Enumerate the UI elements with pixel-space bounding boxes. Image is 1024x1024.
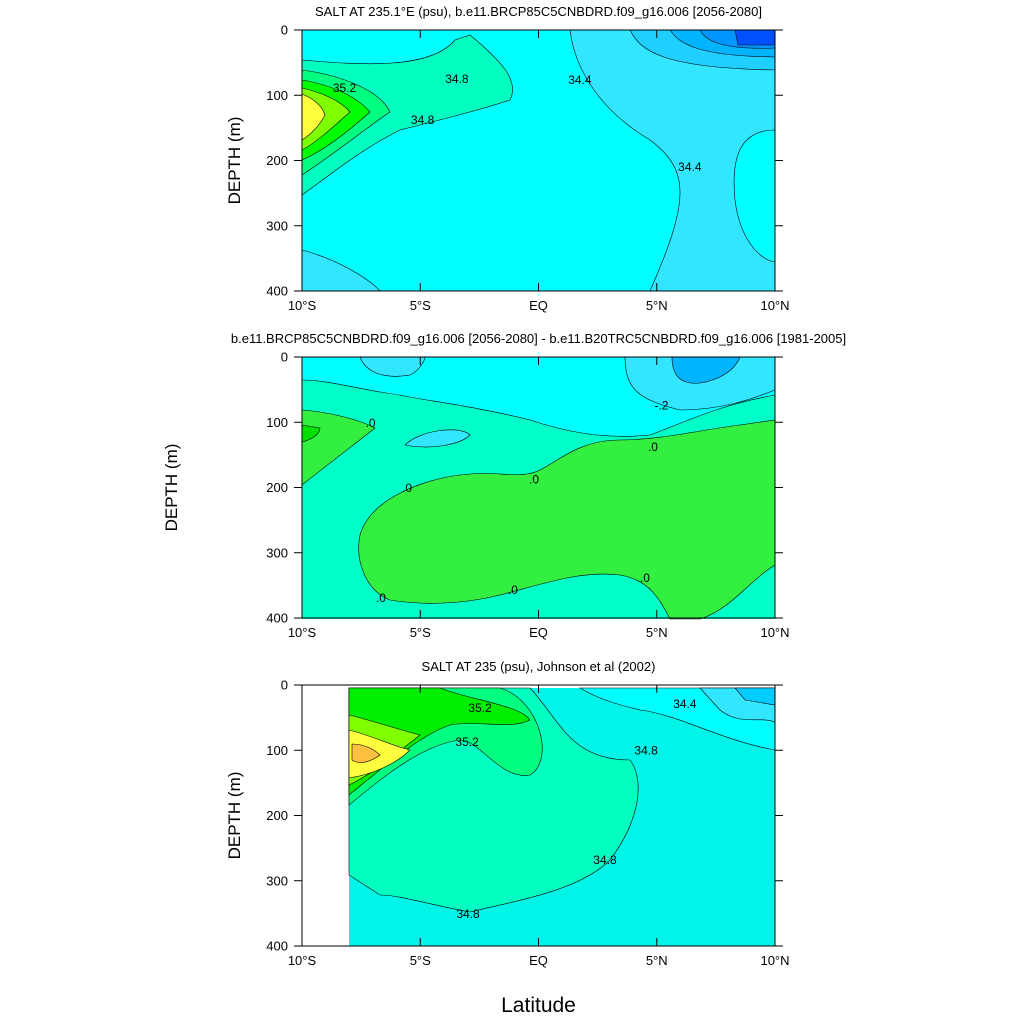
x-tick-label: 10°N: [760, 298, 789, 313]
x-tick-label: EQ: [529, 953, 548, 968]
contour-fill: [404, 429, 471, 448]
contour-fill: [358, 419, 776, 620]
y-axis-label: DEPTH (m): [162, 444, 181, 532]
contour-label: .0: [648, 440, 658, 454]
contour-fill: [359, 356, 426, 377]
contour-fills: [301, 29, 776, 292]
y-axis-label: DEPTH (m): [225, 772, 244, 860]
contour-fill: [734, 29, 776, 46]
contour-fill: [301, 34, 513, 196]
y-tick-label: 300: [266, 873, 288, 888]
x-tick-label: 10°S: [288, 298, 317, 313]
contour-label: .0: [402, 481, 412, 495]
x-tick-label: 10°N: [760, 953, 789, 968]
contour-label: .0: [529, 473, 539, 487]
contour-fill: [351, 743, 381, 763]
contour-fill: [348, 729, 411, 779]
contour-label: -.2: [654, 398, 668, 412]
y-axis-label: DEPTH (m): [225, 117, 244, 205]
x-tick-label: 10°S: [288, 953, 317, 968]
contour-label: .0: [508, 583, 518, 597]
contour-label: 34.4: [568, 73, 592, 87]
x-tick-label: 5°N: [646, 298, 668, 313]
contour-label: 34.8: [411, 113, 435, 127]
contour-fill: [569, 29, 776, 292]
y-tick-label: 100: [266, 743, 288, 758]
contour-label: .0: [640, 571, 650, 585]
x-tick-label: 5°N: [646, 953, 668, 968]
contour-label: .0: [366, 416, 376, 430]
chart-title: b.e11.BRCP85C5CNBDRD.f09_g16.006 [2056-2…: [231, 331, 846, 346]
contour-label: 34.4: [673, 697, 697, 711]
x-tick-label: EQ: [529, 625, 548, 640]
y-tick-label: 0: [281, 350, 288, 365]
y-tick-label: 400: [266, 284, 288, 299]
y-tick-label: 0: [281, 23, 288, 38]
y-tick-label: 0: [281, 678, 288, 693]
contour-label: 34.8: [634, 743, 658, 757]
contour-label: 34.4: [678, 160, 702, 174]
y-tick-label: 100: [266, 415, 288, 430]
chart-title: SALT AT 235.1°E (psu), b.e11.BRCP85C5CNB…: [315, 4, 762, 19]
y-tick-label: 300: [266, 545, 288, 560]
x-tick-label: 5°S: [410, 953, 431, 968]
contour-label: 35.2: [468, 701, 492, 715]
x-tick-label: 5°N: [646, 625, 668, 640]
y-tick-label: 400: [266, 939, 288, 954]
contour-fill: [671, 356, 741, 384]
contour-label: 35.2: [455, 735, 479, 749]
chart-title: SALT AT 235 (psu), Johnson et al (2002): [422, 659, 656, 674]
y-tick-label: 200: [266, 808, 288, 823]
y-tick-label: 300: [266, 218, 288, 233]
y-tick-label: 200: [266, 480, 288, 495]
x-tick-label: 10°N: [760, 625, 789, 640]
x-tick-label: 5°S: [410, 625, 431, 640]
contour-fills: [348, 687, 776, 946]
x-tick-label: EQ: [529, 298, 548, 313]
contour-fill: [301, 93, 326, 141]
contour-fill: [624, 356, 776, 411]
y-tick-label: 100: [266, 88, 288, 103]
contour-fills: [301, 356, 776, 620]
contour-label: 34.8: [445, 72, 469, 86]
x-tick-label: 10°S: [288, 625, 317, 640]
x-tick-label: 5°S: [410, 298, 431, 313]
y-tick-label: 400: [266, 611, 288, 626]
contour-fill: [733, 129, 776, 263]
contour-label: 34.8: [593, 853, 617, 867]
contour-label: 35.2: [333, 81, 357, 95]
y-tick-label: 200: [266, 153, 288, 168]
contour-label: 34.8: [456, 907, 480, 921]
contour-label: .0: [376, 591, 386, 605]
x-axis-label: Latitude: [501, 994, 576, 1017]
